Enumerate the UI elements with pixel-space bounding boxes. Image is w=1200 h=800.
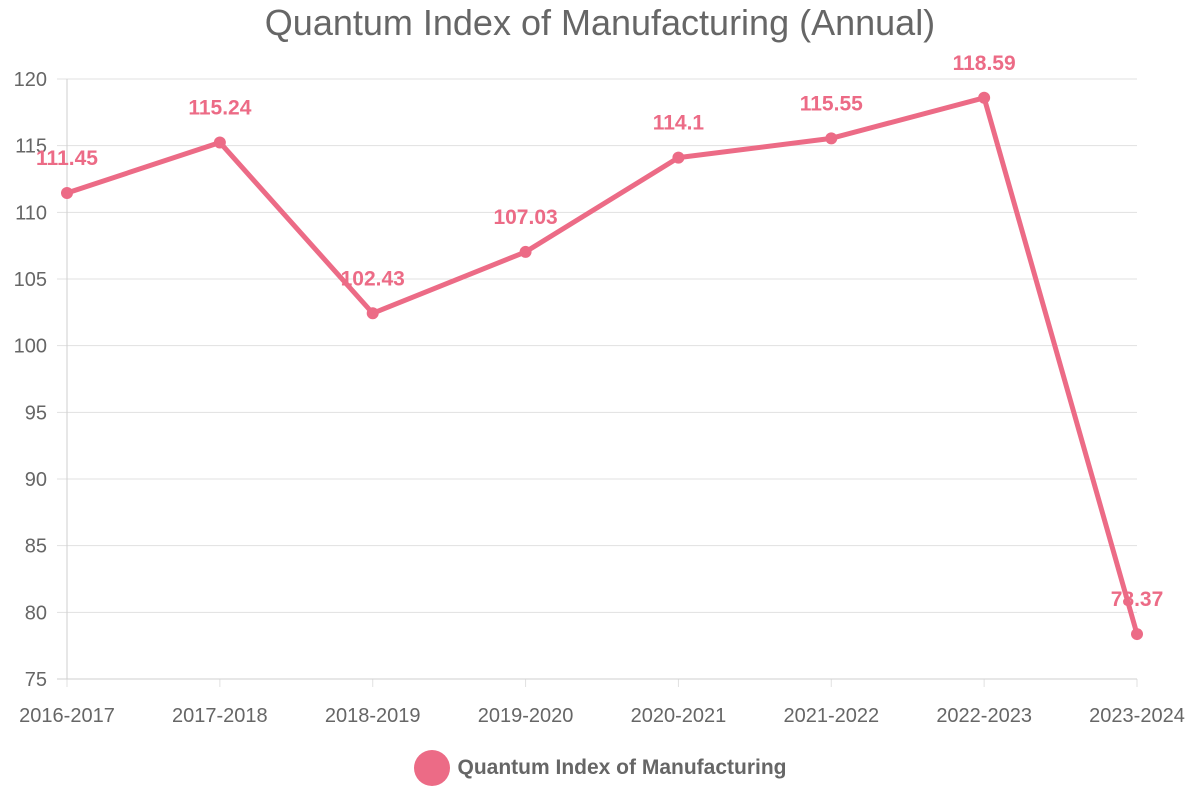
- axes: [57, 79, 1138, 687]
- chart-title: Quantum Index of Manufacturing (Annual): [264, 2, 936, 43]
- x-tick-labels: 2016-2017 2017-2018 2018-2019 2019-2020 2020…: [19, 705, 1185, 727]
- legend[interactable]: Quantum Index of Manufacturing: [0, 748, 1200, 788]
- legend-label: Quantum Index of Manufacturing: [457, 756, 787, 779]
- y-tick-label: 75: [25, 669, 47, 691]
- y-tick-label: 80: [25, 602, 47, 624]
- x-tick-label: 2022-2023: [936, 705, 1032, 727]
- data-label: 111.45: [36, 147, 98, 170]
- y-tick-labels: 75 80 85 90 95 100 105 110 115 120: [14, 69, 47, 691]
- data-label: 107.03: [493, 206, 557, 229]
- series-line-layer: [64, 95, 1140, 637]
- data-point[interactable]: [213, 136, 226, 149]
- y-tick-label: 85: [25, 536, 47, 558]
- data-labels: 111.45 115.24 102.43 107.03 114.1 115.55 118.5…: [36, 52, 1163, 611]
- y-tick-label: 115: [15, 136, 47, 158]
- y-tick-label: 95: [25, 402, 47, 424]
- y-tick-label: 110: [15, 202, 47, 224]
- x-tick-label: 2018-2019: [325, 705, 421, 727]
- data-label: 115.55: [800, 92, 863, 115]
- legend-swatch-icon: [413, 750, 450, 786]
- data-point[interactable]: [61, 187, 73, 199]
- y-tick-label: 90: [25, 469, 47, 491]
- y-tick-label: 100: [14, 336, 47, 358]
- x-tick-label: 2017-2018: [172, 705, 268, 727]
- data-label: 78.37: [1111, 588, 1164, 611]
- x-tick-label: 2021-2022: [783, 705, 879, 727]
- data-label: 118.59: [953, 52, 1016, 75]
- grid-lines: [57, 78, 1137, 680]
- x-tick-label: 2023-2024: [1089, 705, 1185, 727]
- data-point[interactable]: [366, 307, 379, 320]
- series-line: [64, 95, 1140, 637]
- x-tick-label: 2020-2021: [631, 705, 727, 727]
- data-point[interactable]: [978, 91, 991, 104]
- data-point[interactable]: [672, 151, 685, 164]
- x-tick-label: 2016-2017: [19, 705, 115, 727]
- data-points: [61, 91, 1143, 641]
- data-label: 102.43: [341, 267, 405, 290]
- data-point[interactable]: [1131, 628, 1143, 641]
- data-point[interactable]: [519, 245, 532, 258]
- data-point[interactable]: [825, 132, 838, 145]
- data-label: 114.1: [653, 112, 705, 135]
- y-tick-label: 105: [14, 269, 47, 291]
- y-tick-label: 120: [14, 69, 47, 91]
- data-label: 115.24: [188, 96, 251, 119]
- x-tick-label: 2019-2020: [478, 705, 574, 727]
